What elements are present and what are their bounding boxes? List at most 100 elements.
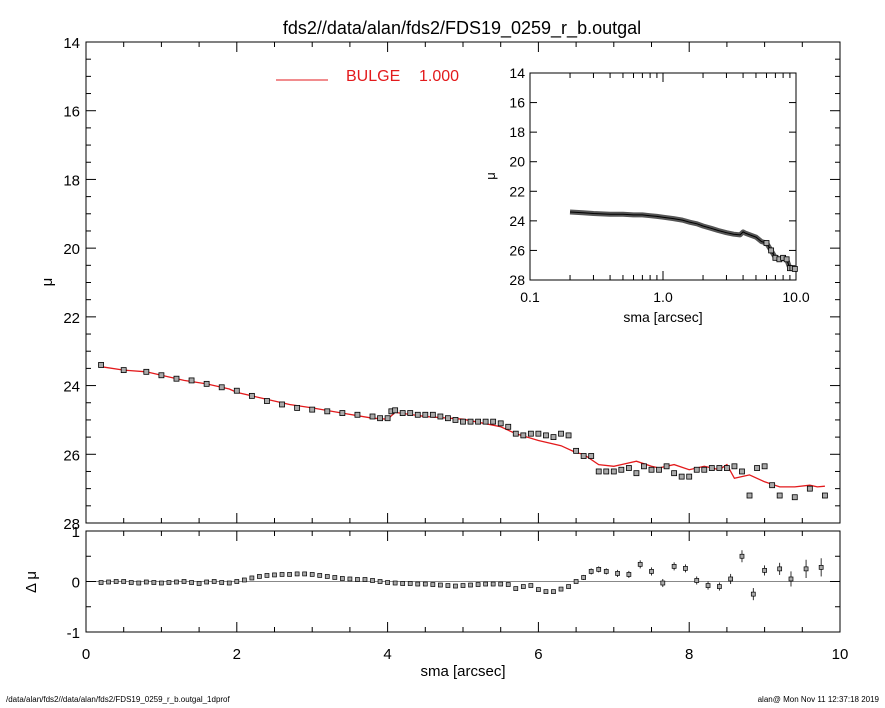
residual-point xyxy=(113,579,119,584)
legend-value: 1.000 xyxy=(419,68,459,85)
inset-data-point xyxy=(763,240,770,246)
inset-ytick-label: 22 xyxy=(509,183,525,199)
main-y-axis-label: μ xyxy=(39,278,56,287)
data-point xyxy=(384,415,391,422)
residual-point xyxy=(234,579,240,584)
residual-point xyxy=(407,581,413,586)
residual-point xyxy=(777,566,783,572)
data-point xyxy=(407,410,414,416)
data-point xyxy=(633,470,640,477)
data-point xyxy=(731,463,738,470)
residual-point xyxy=(355,577,360,582)
data-point xyxy=(806,485,813,492)
data-point xyxy=(663,463,670,470)
data-point xyxy=(512,430,519,437)
data-point xyxy=(754,465,760,471)
data-point xyxy=(543,432,549,439)
data-point xyxy=(324,408,331,415)
residual-point xyxy=(272,572,277,578)
residual-point xyxy=(520,584,526,589)
residual-point xyxy=(788,576,794,582)
residual-point xyxy=(728,576,734,582)
data-point xyxy=(445,415,451,422)
data-point xyxy=(158,372,165,379)
residual-point xyxy=(332,575,338,580)
residual-point xyxy=(762,568,767,573)
residual-point xyxy=(392,580,398,586)
data-point xyxy=(497,420,504,427)
residual-point xyxy=(249,575,255,581)
residual-ytick-label: 1 xyxy=(72,524,80,541)
data-point xyxy=(610,468,617,475)
residual-point xyxy=(400,581,406,586)
residual-point xyxy=(683,566,688,571)
main-ytick-label: 20 xyxy=(63,241,80,258)
residual-point xyxy=(558,586,564,592)
residual-point xyxy=(166,580,172,585)
data-point xyxy=(490,418,497,425)
data-point xyxy=(248,392,255,399)
data-point xyxy=(354,411,361,418)
data-point xyxy=(218,384,225,391)
residual-point xyxy=(324,574,330,579)
residual-point xyxy=(626,572,632,577)
footer-file-path: /data/alan/fds2//data/alan/fds2/FDS19_02… xyxy=(6,695,230,704)
data-point xyxy=(309,406,316,413)
residual-point xyxy=(317,573,323,578)
residual-point xyxy=(717,584,722,589)
residual-point xyxy=(505,582,511,587)
data-point xyxy=(173,375,180,382)
residual-xtick-label: 2 xyxy=(233,646,241,663)
data-point xyxy=(233,387,240,394)
residual-point xyxy=(430,582,436,587)
residual-point xyxy=(528,583,534,588)
residual-point xyxy=(309,572,315,577)
data-point xyxy=(505,423,512,430)
data-point xyxy=(678,473,685,480)
inset-data-point xyxy=(791,266,798,272)
residual-point xyxy=(241,577,247,583)
residual-point xyxy=(603,569,609,574)
legend-label: BULGE xyxy=(346,68,400,85)
data-point xyxy=(822,492,828,499)
inset-ytick-label: 24 xyxy=(509,213,525,229)
residual-point xyxy=(803,566,809,572)
data-point xyxy=(475,418,481,425)
inset-data-point xyxy=(768,247,775,254)
residual-point xyxy=(151,580,157,585)
residual-point xyxy=(136,580,142,586)
inset-xtick-label: 0.1 xyxy=(520,289,540,305)
inset-xtick-label: 10.0 xyxy=(782,289,809,305)
residual-point xyxy=(294,571,300,577)
residual-point xyxy=(596,567,602,572)
data-point xyxy=(535,430,542,437)
residual-point xyxy=(445,583,451,588)
residual-point xyxy=(475,582,481,587)
residual-point xyxy=(377,579,383,584)
residual-point xyxy=(174,579,179,585)
residual-y-axis-label: Δ μ xyxy=(23,571,40,593)
data-point xyxy=(641,463,647,470)
residual-point xyxy=(818,565,824,570)
residual-point xyxy=(370,578,375,583)
data-point xyxy=(739,468,745,475)
inset-ytick-label: 16 xyxy=(509,95,525,111)
residual-point xyxy=(347,576,353,582)
data-point xyxy=(618,466,625,473)
data-point xyxy=(791,494,798,501)
data-point xyxy=(761,463,768,470)
residual-xtick-label: 6 xyxy=(534,646,542,663)
data-point xyxy=(467,418,474,425)
residual-point xyxy=(287,572,292,577)
data-point xyxy=(203,380,210,387)
main-ytick-label: 26 xyxy=(63,447,80,464)
data-point xyxy=(708,465,715,471)
data-point xyxy=(377,415,383,422)
main-axes: 14 16 18 20 22 24 26 28 xyxy=(63,35,841,533)
residual-xtick-label: 8 xyxy=(685,646,693,663)
data-point xyxy=(120,367,127,374)
footer-timestamp: alan@ Mon Nov 11 12:37:18 2019 xyxy=(757,695,879,704)
data-point xyxy=(339,410,346,416)
data-point xyxy=(414,411,421,418)
residual-point xyxy=(415,581,421,587)
